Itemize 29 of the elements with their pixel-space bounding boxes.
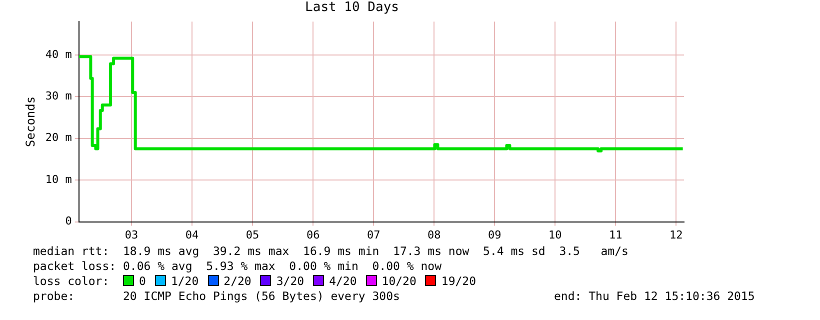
y-tick-label: 30 m [45,90,72,103]
x-tick-label: 07 [366,228,380,242]
x-tick-label: 05 [246,228,260,242]
text: probe: 20 ICMP Echo Pings (56 Bytes) every 300s [33,289,400,303]
legend-label: 19/20 [440,274,476,288]
text: packet loss: 0.06 % avg 5.93 % max 0.00 % min 0.00 % now [33,259,442,274]
y-tick-label: 40 m [45,48,72,61]
x-tick-label: 06 [306,228,320,242]
x-tick-label: 04 [185,228,200,242]
legend-label: 4/20 [328,274,357,288]
legend-label: 0 [138,274,146,288]
y-axis-title: Seconds [23,96,38,147]
x-tick-label: 10 [548,228,562,242]
y-tick-label: 20 m [45,131,72,144]
x-tick-label: 11 [609,228,622,242]
chart-title: Last 10 Days [305,0,399,16]
y-tick-label: 10 m [45,172,72,186]
legend-label: 3/20 [275,274,304,288]
text: end: Thu Feb 12 15:10:36 2015 [554,289,755,304]
x-tick-label: 03 [124,228,138,242]
x-tick-label: 12 [670,228,683,242]
legend-label: 1/20 [170,274,199,288]
text: median rtt: 18.9 ms avg 39.2 ms max 16.9 ms min 17.3 ms now 5.4 ms sd 3.5 am/s [33,244,628,259]
x-tick-label: 09 [488,228,502,242]
legend-label: 2/20 [222,274,252,288]
legend-label: 10/20 [380,274,416,288]
legend-title: loss color: [33,274,110,288]
y-tick-label: 0 [65,214,72,228]
x-tick-label: 08 [427,228,441,242]
